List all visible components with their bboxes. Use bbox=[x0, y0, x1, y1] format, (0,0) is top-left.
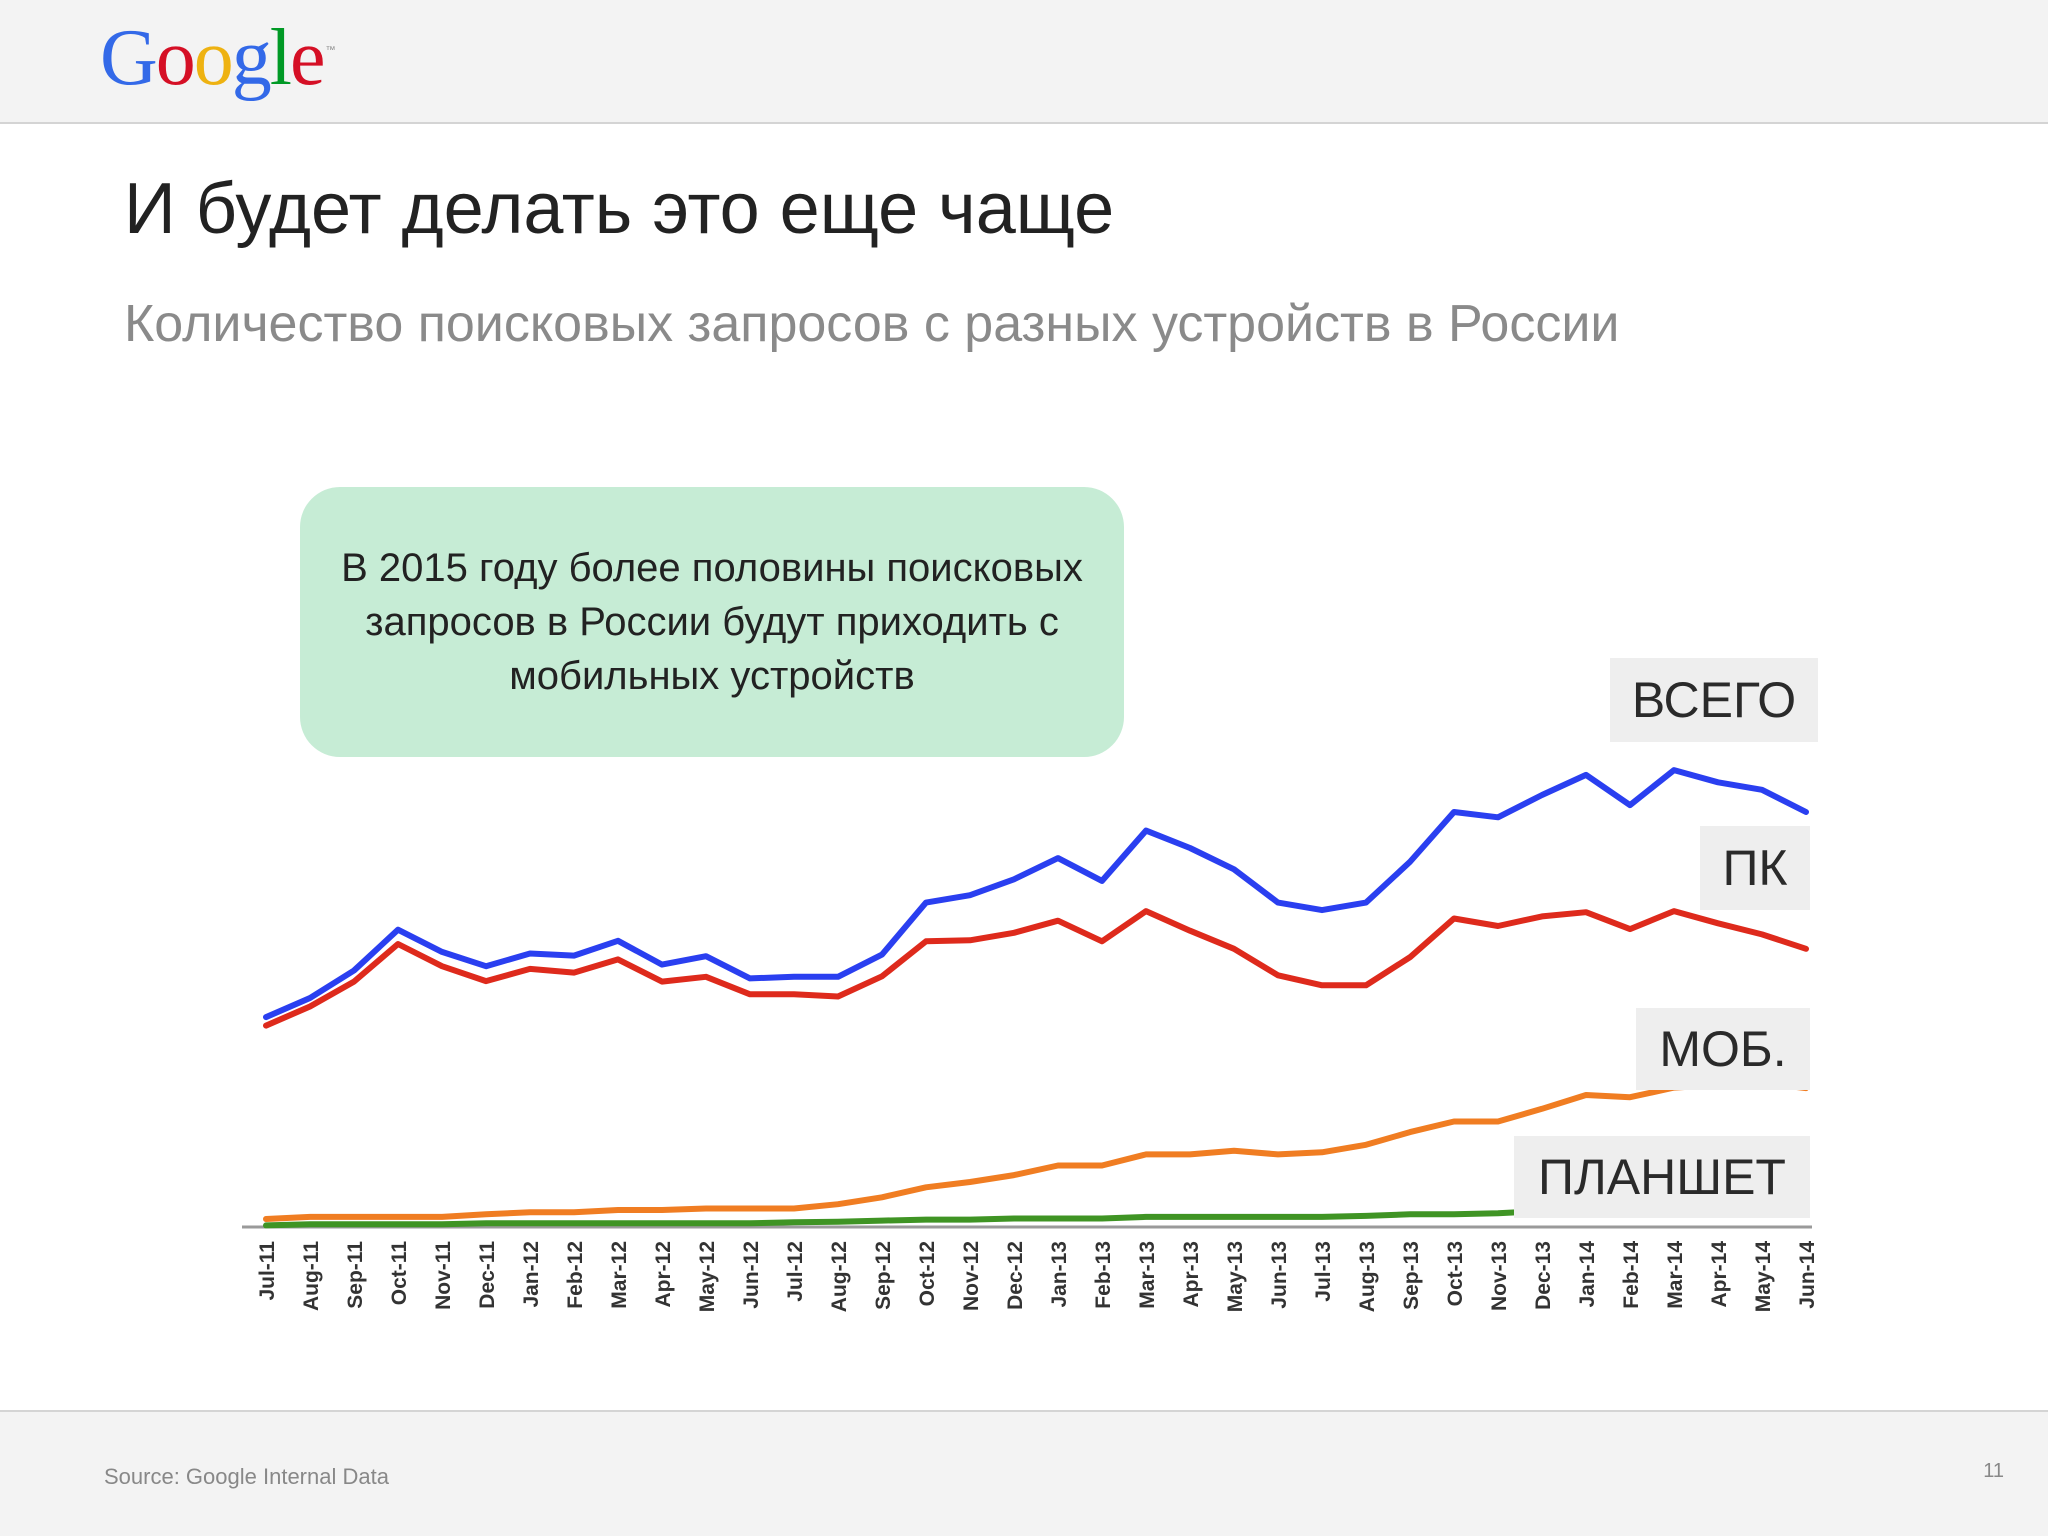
logo-letter: o bbox=[155, 14, 196, 102]
series-line bbox=[263, 908, 1809, 1029]
google-logo: Google ™ bbox=[100, 14, 336, 102]
x-tick-label: Aug-12 bbox=[828, 1241, 851, 1312]
callout-text: В 2015 году более половины поисковых зап… bbox=[341, 546, 1083, 698]
x-tick-label: Mar-14 bbox=[1664, 1241, 1687, 1309]
x-tick-label: May-12 bbox=[696, 1241, 719, 1312]
logo-letter: g bbox=[231, 14, 272, 102]
x-tick-label: Apr-14 bbox=[1708, 1241, 1731, 1308]
x-tick-label: Jun-12 bbox=[740, 1241, 763, 1309]
page-number: 11 bbox=[1983, 1460, 2004, 1482]
x-tick-label: Sep-12 bbox=[872, 1241, 895, 1310]
slide-title: И будет делать это еще чаще bbox=[124, 169, 1115, 249]
x-tick-label: Mar-12 bbox=[608, 1241, 631, 1309]
x-tick-label: Dec-13 bbox=[1532, 1241, 1555, 1310]
x-tick-label: Nov-11 bbox=[432, 1241, 455, 1310]
logo-letter: o bbox=[193, 14, 234, 102]
x-tick-label: Sep-11 bbox=[344, 1241, 367, 1309]
x-tick-label: Nov-13 bbox=[1488, 1241, 1511, 1311]
x-tick-label: Apr-12 bbox=[652, 1241, 675, 1308]
x-tick-label: Feb-14 bbox=[1620, 1241, 1643, 1309]
series-label-pc: ПК bbox=[1700, 826, 1810, 910]
x-tick-label: Jul-12 bbox=[784, 1241, 807, 1302]
series-label-mobile: МОБ. bbox=[1636, 1008, 1810, 1090]
series-line bbox=[263, 1079, 1809, 1222]
series-line bbox=[263, 767, 1809, 1021]
x-tick-label: Oct-13 bbox=[1444, 1241, 1467, 1306]
trademark-mark: ™ bbox=[325, 45, 336, 56]
x-tick-label: Feb-12 bbox=[564, 1241, 587, 1309]
x-tick-label: Jan-12 bbox=[520, 1241, 543, 1308]
x-tick-label: Jan-14 bbox=[1576, 1241, 1599, 1308]
x-tick-label: Dec-12 bbox=[1004, 1241, 1027, 1310]
source-note: Source: Google Internal Data bbox=[104, 1464, 389, 1489]
x-tick-label: Jun-13 bbox=[1268, 1241, 1291, 1309]
x-tick-label: Nov-12 bbox=[960, 1241, 983, 1311]
x-tick-label: Oct-11 bbox=[388, 1241, 411, 1306]
x-tick-label: Mar-13 bbox=[1136, 1241, 1159, 1309]
x-tick-label: Jun-14 bbox=[1796, 1241, 1819, 1309]
x-tick-label: Sep-13 bbox=[1400, 1241, 1423, 1310]
x-tick-label: May-13 bbox=[1224, 1241, 1247, 1312]
x-tick-label: Jul-11 bbox=[256, 1241, 279, 1301]
series-label-tablet: ПЛАНШЕТ bbox=[1514, 1136, 1810, 1218]
x-tick-label: May-14 bbox=[1752, 1241, 1775, 1313]
footer-bar bbox=[0, 1410, 2048, 1536]
x-tick-label: Aug-11 bbox=[300, 1241, 323, 1311]
x-tick-label: Jul-13 bbox=[1312, 1241, 1335, 1302]
x-tick-label: Oct-12 bbox=[916, 1241, 939, 1306]
series-label-total: ВСЕГО bbox=[1610, 658, 1818, 742]
callout-box: В 2015 году более половины поисковых зап… bbox=[300, 487, 1124, 757]
x-tick-label: Apr-13 bbox=[1180, 1241, 1203, 1308]
logo-letter: l bbox=[269, 14, 292, 102]
x-tick-label: Aug-13 bbox=[1356, 1241, 1379, 1312]
x-tick-label: Jan-13 bbox=[1048, 1241, 1071, 1308]
logo-letter: e bbox=[290, 14, 325, 102]
x-tick-label: Feb-13 bbox=[1092, 1241, 1115, 1309]
header-bar: Google ™ bbox=[0, 0, 2048, 124]
logo-letter: G bbox=[100, 14, 158, 102]
x-tick-label: Dec-11 bbox=[476, 1241, 499, 1309]
slide-subtitle: Количество поисковых запросов с разных у… bbox=[124, 295, 1620, 353]
